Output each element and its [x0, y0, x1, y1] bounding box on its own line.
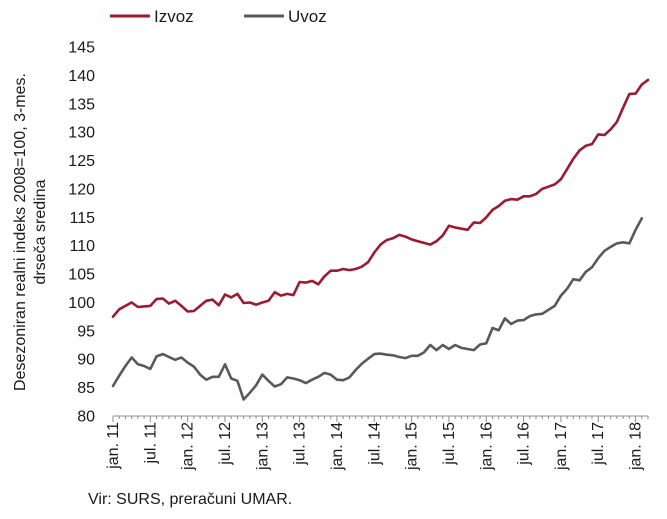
x-tick-label: jan. 12: [180, 422, 197, 471]
y-tick-label: 100: [68, 295, 95, 312]
legend: Izvoz Uvoz: [110, 7, 327, 26]
x-tick-label: jul. 17: [590, 422, 607, 466]
y-axis: 80 85 90 95 100 105 110 115 120 125 130 135 140 145: [68, 40, 95, 426]
y-tick-label: 115: [69, 210, 95, 227]
x-tick-label: jul. 11: [142, 422, 159, 465]
series-line-izvoz: [111, 78, 650, 319]
y-tick-label: 130: [68, 125, 95, 142]
y-tick-label: 105: [68, 267, 95, 284]
legend-label-izvoz: Izvoz: [154, 7, 194, 26]
x-tick-label: jul. 12: [217, 422, 234, 466]
x-tick-label: jan. 18: [628, 422, 645, 471]
y-tick-label: 140: [68, 68, 95, 85]
y-tick-label: 85: [77, 380, 95, 397]
x-tick-label: jul. 16: [516, 422, 533, 466]
y-tick-label: 135: [68, 96, 95, 113]
x-tick-label: jan. 13: [254, 422, 271, 471]
x-tick-label: jan. 14: [329, 422, 346, 471]
y-tick-label: 110: [69, 238, 95, 255]
y-tick-label: 95: [77, 323, 95, 340]
y-tick-label: 120: [68, 181, 95, 198]
series-line-uvoz: [111, 217, 644, 401]
x-tick-label: jan. 17: [553, 422, 570, 471]
x-tick-label: jul. 13: [292, 422, 309, 466]
x-tick-label: jul. 14: [366, 422, 383, 466]
y-axis-title-line-1: Desezoniran realni indeks 2008=100, 3-me…: [12, 73, 29, 391]
y-tick-label: 145: [68, 40, 95, 57]
legend-label-uvoz: Uvoz: [288, 7, 327, 26]
y-tick-label: 125: [68, 153, 95, 170]
x-tick-label: jul. 15: [441, 422, 458, 466]
x-tick-label: jan. 15: [404, 422, 421, 471]
x-axis: jan. 11 jul. 11 jan. 12 jul. 12 jan. 13 jul. …: [105, 415, 649, 471]
x-tick-label: jan. 11: [105, 422, 122, 470]
y-axis-title-line-2: drseča sredina: [32, 179, 49, 284]
series-lines: [111, 78, 650, 401]
source-note: Vir: SURS, preračuni UMAR.: [88, 491, 293, 508]
y-tick-label: 90: [77, 352, 95, 369]
y-tick-label: 80: [77, 409, 95, 426]
x-tick-label: jan. 16: [478, 422, 495, 471]
